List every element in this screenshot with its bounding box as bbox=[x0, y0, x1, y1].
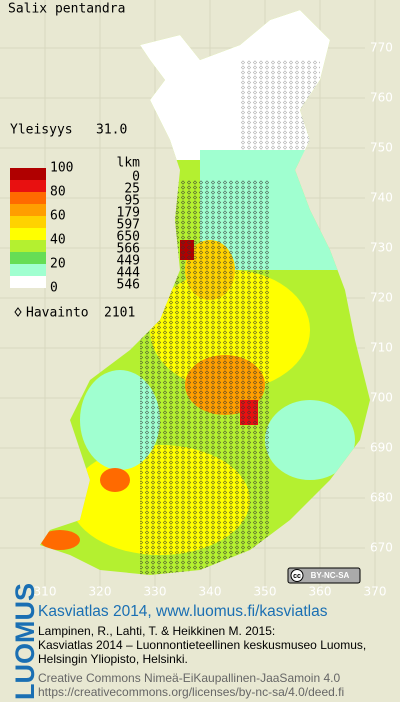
y-tick-label: 740 bbox=[370, 191, 393, 205]
x-tick-label: 320 bbox=[89, 585, 112, 599]
legend-count: 449 bbox=[117, 254, 140, 269]
legend-swatch bbox=[10, 276, 46, 288]
y-tick-label: 760 bbox=[370, 91, 393, 105]
legend-count: 597 bbox=[117, 218, 140, 233]
legend-scale-label: 0 bbox=[50, 281, 58, 296]
legend-swatch bbox=[10, 168, 46, 180]
badge-icon: cc bbox=[293, 573, 301, 580]
legend-count: 179 bbox=[117, 206, 140, 221]
observation-label: Havainto bbox=[26, 306, 89, 321]
legend-scale-label: 100 bbox=[50, 161, 73, 176]
y-tick-label: 770 bbox=[370, 41, 393, 55]
legend-swatch bbox=[10, 204, 46, 216]
x-tick-label: 330 bbox=[144, 585, 167, 599]
legend-count: 25 bbox=[124, 182, 140, 197]
legend-swatch bbox=[10, 192, 46, 204]
frequency-label: Yleisyys bbox=[10, 123, 73, 138]
legend-scale-label: 60 bbox=[50, 209, 66, 224]
x-tick-label: 370 bbox=[364, 585, 387, 599]
x-tick-label: 360 bbox=[309, 585, 332, 599]
y-tick-label: 690 bbox=[370, 441, 393, 455]
badge-text: BY-NC-SA bbox=[311, 571, 350, 580]
legend-swatch bbox=[10, 264, 46, 276]
y-tick-label: 750 bbox=[370, 141, 393, 155]
legend-swatch bbox=[10, 252, 46, 264]
count-header: lkm bbox=[117, 156, 141, 171]
legend-scale-label: 20 bbox=[50, 257, 66, 272]
y-tick-label: 710 bbox=[370, 341, 393, 355]
legend-count: 444 bbox=[117, 266, 141, 281]
y-tick-label: 720 bbox=[370, 291, 393, 305]
x-tick-label: 350 bbox=[254, 585, 277, 599]
y-tick-label: 670 bbox=[370, 541, 393, 555]
y-tick-label: 730 bbox=[370, 241, 393, 255]
legend-count: 650 bbox=[117, 230, 140, 245]
x-tick-label: 310 bbox=[34, 585, 57, 599]
citation-line: Helsingin Yliopisto, Helsinki. bbox=[38, 652, 188, 666]
legend-scale-label: 80 bbox=[50, 185, 66, 200]
footer-link[interactable]: Kasviatlas 2014, www.luomus.fi/kasviatla… bbox=[38, 603, 328, 620]
y-tick-label: 700 bbox=[370, 391, 393, 405]
license-badge: cc BY-NC-SA bbox=[287, 567, 361, 584]
species-title: Salix pentandra bbox=[8, 2, 125, 17]
legend-count: 0 bbox=[132, 170, 140, 185]
logo: LUOMUS bbox=[10, 583, 40, 700]
license-line: Creative Commons Nimeä-EiKaupallinen-Jaa… bbox=[38, 671, 340, 685]
observation-symbol bbox=[14, 307, 22, 317]
legend-swatch bbox=[10, 228, 46, 240]
observation-count: 2101 bbox=[104, 306, 135, 321]
legend-swatch bbox=[10, 180, 46, 192]
legend-count: 566 bbox=[117, 242, 140, 257]
legend-count: 95 bbox=[124, 194, 140, 209]
legend-count: 546 bbox=[117, 278, 140, 293]
legend-scale-label: 40 bbox=[50, 233, 66, 248]
legend-swatch bbox=[10, 240, 46, 252]
citation-line: Lampinen, R., Lahti, T. & Heikkinen M. 2… bbox=[38, 624, 275, 638]
frequency-value: 31.0 bbox=[96, 123, 127, 138]
x-tick-label: 340 bbox=[199, 585, 222, 599]
y-tick-label: 680 bbox=[370, 491, 393, 505]
citation-line: Kasviatlas 2014 – Luonnontieteellinen ke… bbox=[38, 638, 366, 652]
license-line: https://creativecommons.org/licenses/by-… bbox=[38, 685, 344, 699]
legend-swatch bbox=[10, 216, 46, 228]
